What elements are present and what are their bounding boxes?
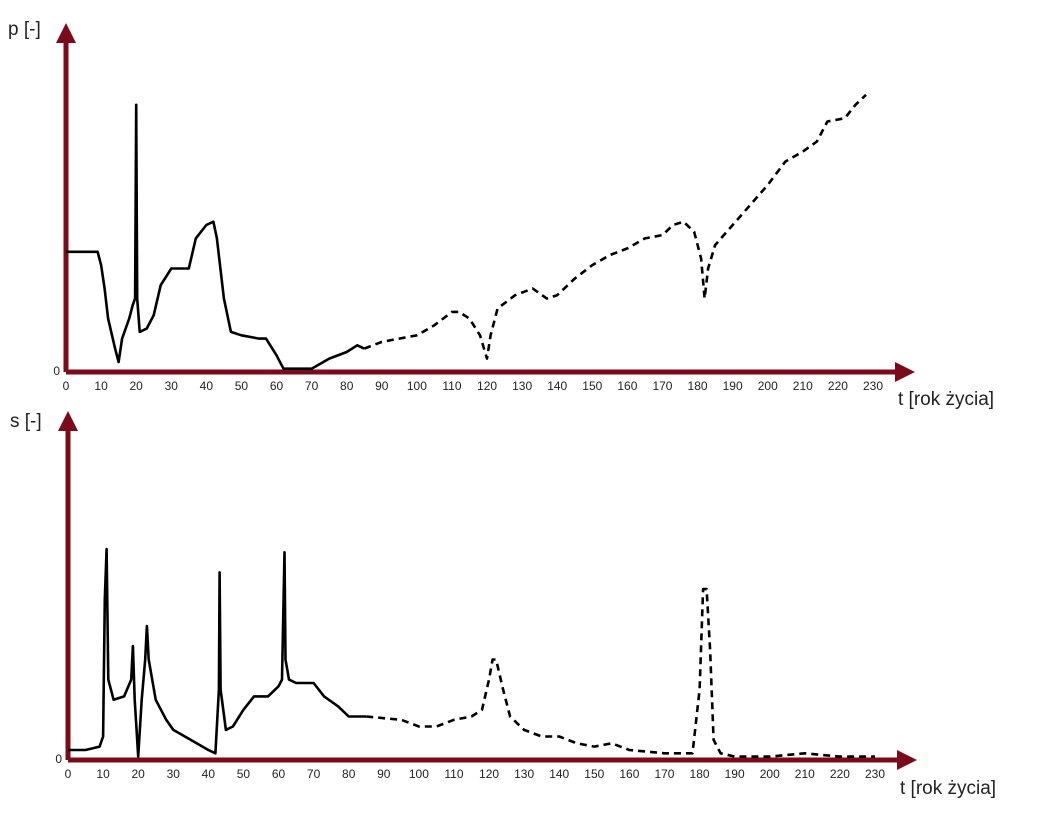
x-tick-label: 90 bbox=[375, 379, 389, 393]
x-tick-label: 10 bbox=[94, 379, 108, 393]
x-tick-label: 230 bbox=[865, 767, 885, 781]
x-tick-label: 120 bbox=[479, 767, 499, 781]
x-tick-label: 70 bbox=[305, 379, 319, 393]
x-tick-label: 110 bbox=[444, 767, 463, 781]
x-tick-label: 170 bbox=[654, 767, 674, 781]
x-tick-label: 40 bbox=[202, 767, 216, 781]
x-tick-label: 50 bbox=[237, 767, 251, 781]
x-tick-label: 150 bbox=[584, 767, 604, 781]
x-tick-label: 80 bbox=[340, 379, 354, 393]
x-tick-label: 60 bbox=[272, 767, 286, 781]
x-axis-label: t [rok życia] bbox=[898, 389, 994, 410]
x-tick-label: 230 bbox=[863, 379, 883, 393]
x-tick-label: 160 bbox=[617, 379, 637, 393]
x-tick-label: 80 bbox=[342, 767, 356, 781]
x-tick-label: 210 bbox=[795, 767, 815, 781]
x-tick-label: 160 bbox=[619, 767, 639, 781]
x-tick-label: 30 bbox=[167, 767, 181, 781]
x-tick-label: 180 bbox=[690, 767, 710, 781]
x-tick-label: 30 bbox=[165, 379, 179, 393]
x-tick-label: 10 bbox=[96, 767, 110, 781]
x-tick-label: 60 bbox=[270, 379, 284, 393]
x-tick-label: 100 bbox=[407, 379, 427, 393]
x-tick-label: 140 bbox=[549, 767, 569, 781]
x-tick-label: 40 bbox=[200, 379, 214, 393]
x-tick-label: 100 bbox=[409, 767, 429, 781]
x-tick-label: 210 bbox=[793, 379, 813, 393]
x-tick-label: 20 bbox=[131, 767, 145, 781]
x-tick-label: 220 bbox=[828, 379, 848, 393]
x-tick-label: 110 bbox=[442, 379, 461, 393]
x-tick-label: 50 bbox=[235, 379, 249, 393]
x-tick-label: 180 bbox=[688, 379, 708, 393]
y-tick-label: 0 bbox=[55, 752, 62, 766]
x-tick-label: 190 bbox=[723, 379, 743, 393]
y-axis-label: s [-] bbox=[10, 411, 42, 432]
x-tick-label: 20 bbox=[129, 379, 143, 393]
x-tick-label: 130 bbox=[512, 379, 532, 393]
y-axis-label: p [-] bbox=[8, 19, 41, 40]
x-tick-label: 200 bbox=[760, 767, 780, 781]
x-tick-label: 130 bbox=[514, 767, 534, 781]
x-tick-label: 170 bbox=[652, 379, 672, 393]
x-axis-label: t [rok życia] bbox=[900, 778, 996, 799]
x-tick-label: 150 bbox=[582, 379, 602, 393]
x-tick-label: 140 bbox=[547, 379, 567, 393]
x-tick-label: 0 bbox=[63, 379, 70, 393]
data-line bbox=[66, 103, 365, 370]
data-line bbox=[363, 93, 867, 360]
y-tick-label: 0 bbox=[53, 364, 60, 378]
x-tick-label: 200 bbox=[758, 379, 778, 393]
x-tick-label: 70 bbox=[307, 767, 321, 781]
x-tick-label: 220 bbox=[830, 767, 850, 781]
x-tick-label: 120 bbox=[477, 379, 497, 393]
data-line bbox=[68, 547, 367, 758]
x-tick-label: 90 bbox=[377, 767, 391, 781]
x-tick-label: 0 bbox=[65, 767, 72, 781]
data-line bbox=[366, 587, 875, 758]
x-tick-label: 190 bbox=[725, 767, 745, 781]
